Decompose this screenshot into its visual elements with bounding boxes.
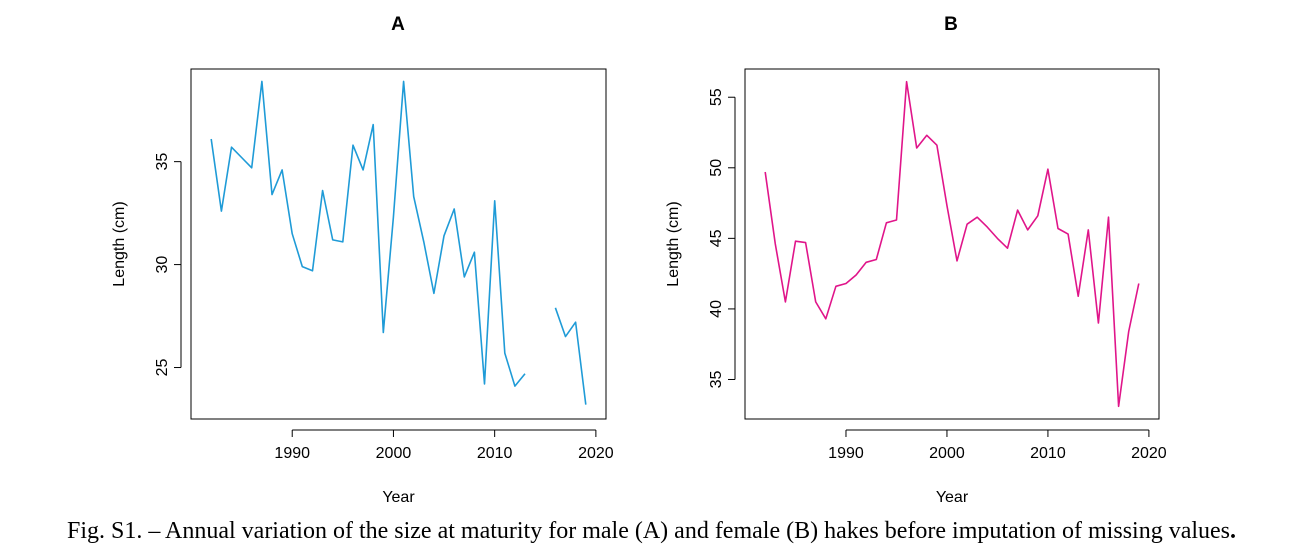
x-axis-label: Year <box>936 489 969 506</box>
y-axis-label: Length (cm) <box>111 201 128 286</box>
caption-period: . <box>1230 518 1237 544</box>
series-line <box>554 307 587 405</box>
y-tick-label: 35 <box>154 153 171 171</box>
y-tick-label: 40 <box>708 300 725 318</box>
series-line <box>210 80 526 387</box>
x-tick-label: 2020 <box>1131 445 1167 462</box>
figure-caption: Fig. S1. – Annual variation of the size … <box>0 518 1303 545</box>
y-tick-label: 30 <box>154 256 171 274</box>
x-tick-label: 2010 <box>477 445 513 462</box>
x-tick-label: 2010 <box>1030 445 1066 462</box>
x-tick-label: 2000 <box>376 445 412 462</box>
x-tick-label: 1990 <box>828 445 864 462</box>
caption-text: Fig. S1. – Annual variation of the size … <box>66 518 1231 544</box>
series-line <box>764 80 1140 408</box>
x-tick-label: 2000 <box>929 445 965 462</box>
chart-title: B <box>944 14 958 35</box>
x-axis-label: Year <box>382 489 415 506</box>
y-tick-label: 35 <box>708 370 725 388</box>
x-tick-label: 2020 <box>578 445 614 462</box>
panel-b: B 1990 2000 2010 2020 Year 35 40 45 50 55 Length (c… <box>665 14 1167 506</box>
y-tick-label: 55 <box>708 88 725 106</box>
chart-title: A <box>391 14 405 35</box>
plot-frame <box>190 68 607 420</box>
y-tick-label: 25 <box>154 359 171 377</box>
panel-a: A 1990 2000 2010 2020 Year 25 30 35 Length (cm) <box>111 14 614 506</box>
figure: A 1990 2000 2010 2020 Year 25 30 35 Length (cm) B… <box>111 14 1167 506</box>
x-tick-label: 1990 <box>274 445 310 462</box>
y-tick-label: 50 <box>708 159 725 177</box>
plot-frame <box>744 68 1160 420</box>
y-tick-label: 45 <box>708 229 725 247</box>
y-axis-label: Length (cm) <box>665 201 682 286</box>
